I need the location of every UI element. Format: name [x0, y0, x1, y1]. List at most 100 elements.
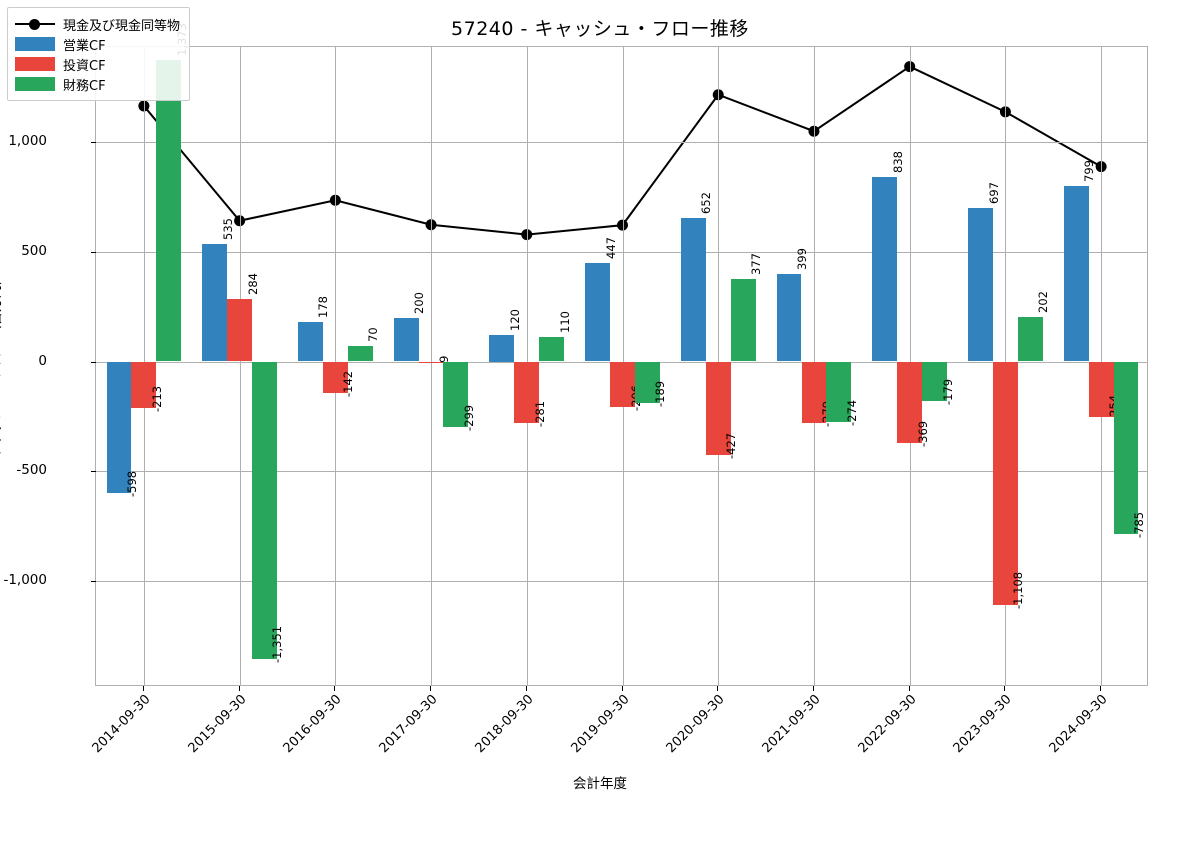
bar-営業CF	[202, 243, 228, 362]
bar-value-label: 377	[749, 252, 764, 275]
bar-value-label: -369	[915, 420, 930, 447]
bar-財務CF	[1017, 317, 1043, 362]
bar-value-label: 447	[603, 237, 618, 260]
x-axis-tick-mark	[1004, 686, 1006, 691]
bar-value-label: -299	[461, 405, 476, 432]
bar-投資CF	[992, 361, 1018, 606]
x-axis-tick-mark	[812, 686, 814, 691]
y-axis-tick-mark	[91, 141, 96, 143]
bar-value-label: 697	[986, 182, 1001, 205]
bar-営業CF	[776, 273, 802, 362]
bar-投資CF	[514, 361, 540, 424]
swatch-icon-investing	[15, 57, 55, 71]
bar-value-label: 178	[316, 296, 331, 319]
x-axis-tick-mark	[621, 686, 623, 691]
legend-item-investing-cf[interactable]: 投資CF	[15, 54, 180, 74]
gridline-vertical	[239, 47, 241, 685]
bar-財務CF	[634, 361, 660, 404]
bar-value-label: 110	[557, 311, 572, 334]
legend-item-financing-cf[interactable]: 財務CF	[15, 74, 180, 94]
x-axis-tick-mark	[430, 686, 432, 691]
y-axis-tick-mark	[91, 471, 96, 473]
bar-value-label: 535	[220, 217, 235, 240]
y-axis-tick-mark	[91, 581, 96, 583]
bar-財務CF	[156, 59, 182, 362]
legend-label-operating-cf: 営業CF	[63, 38, 106, 54]
bar-営業CF	[489, 335, 515, 362]
bar-投資CF	[610, 361, 635, 407]
x-axis-label: 会計年度	[573, 776, 627, 792]
bar-value-label: 799	[1082, 159, 1097, 182]
bar-投資CF	[705, 361, 731, 456]
y-axis-tick-mark	[91, 361, 96, 363]
bar-営業CF	[297, 322, 323, 362]
bar-value-label: 202	[1036, 291, 1051, 314]
bar-value-label: -785	[1132, 512, 1147, 539]
bar-投資CF	[131, 361, 157, 409]
bar-value-label: 652	[699, 192, 714, 215]
swatch-icon-financing	[15, 77, 55, 91]
x-axis-tick-mark	[908, 686, 910, 691]
x-axis-tick-mark	[334, 686, 336, 691]
cash-flow-chart-figure: 57240 - キャッシュ・フロー推移 キャッシュ・フロー（百万円） 会計年度 …	[0, 7, 1148, 792]
chart-legend: 現金及び現金同等物 営業CF 投資CF 財務CF	[7, 7, 191, 101]
y-axis-tick-label: 1,000	[8, 132, 47, 149]
bar-value-label: 838	[890, 151, 905, 174]
bar-投資CF	[897, 361, 923, 443]
bar-営業CF	[585, 263, 611, 362]
bar-value-label: -1,351	[270, 625, 285, 663]
bar-value-label: 120	[507, 309, 522, 332]
bar-value-label: -427	[724, 433, 739, 460]
swatch-icon-operating	[15, 37, 55, 51]
legend-label-investing-cf: 投資CF	[63, 58, 106, 74]
x-axis-tick-mark	[238, 686, 240, 691]
legend-item-operating-cf[interactable]: 営業CF	[15, 34, 180, 54]
bar-value-label: 284	[245, 273, 260, 296]
bar-投資CF	[418, 361, 444, 364]
bar-投資CF	[1088, 361, 1114, 418]
bar-営業CF	[393, 317, 419, 362]
bar-営業CF	[968, 208, 993, 362]
bar-value-label: -1,108	[1011, 572, 1026, 610]
bar-財務CF	[539, 337, 565, 362]
bar-財務CF	[922, 361, 947, 401]
bar-value-label: 399	[795, 247, 810, 270]
y-axis-tick-label: -500	[16, 462, 47, 479]
x-axis-tick-mark	[525, 686, 527, 691]
gridline-horizontal	[96, 251, 1147, 253]
y-axis-tick-label: 0	[38, 352, 47, 369]
bar-投資CF	[322, 361, 348, 393]
bar-投資CF	[801, 361, 827, 423]
bar-value-label: -142	[341, 370, 356, 397]
gridline-horizontal	[96, 471, 1147, 473]
legend-item-cash[interactable]: 現金及び現金同等物	[15, 14, 180, 34]
bar-営業CF	[872, 177, 898, 362]
x-axis-tick-mark	[717, 686, 719, 691]
bar-value-label: -179	[940, 378, 955, 405]
gridline-horizontal	[96, 581, 1147, 583]
y-axis-tick-label: -1,000	[3, 572, 47, 589]
bar-営業CF	[680, 218, 706, 362]
bar-財務CF	[443, 361, 469, 428]
y-axis-tick-label: 500	[21, 242, 47, 259]
bar-財務CF	[252, 361, 277, 659]
bar-value-label: -213	[149, 386, 164, 413]
plot-area: -598 535 178 200 120 447 652 399 838 697 799 -213 28…	[91, 23, 1148, 686]
bar-value-label: 70	[366, 327, 381, 343]
bar-value-label: 200	[412, 291, 427, 314]
bar-value-label: -281	[532, 401, 547, 428]
gridline-horizontal	[96, 141, 1147, 143]
bar-営業CF	[106, 361, 132, 494]
legend-label-cash: 現金及び現金同等物	[63, 18, 181, 34]
gridline-vertical	[431, 47, 433, 685]
legend-label-financing-cf: 財務CF	[63, 78, 106, 94]
bar-財務CF	[826, 361, 852, 422]
y-axis-tick-mark	[91, 251, 96, 253]
bar-財務CF	[1113, 361, 1139, 535]
x-axis-tick-mark	[1100, 686, 1102, 691]
chart-title: 57240 - キャッシュ・フロー推移	[451, 18, 749, 40]
bar-財務CF	[347, 346, 373, 362]
bar-value-label: -598	[124, 470, 139, 498]
bar-投資CF	[227, 299, 253, 362]
bar-財務CF	[730, 278, 756, 362]
